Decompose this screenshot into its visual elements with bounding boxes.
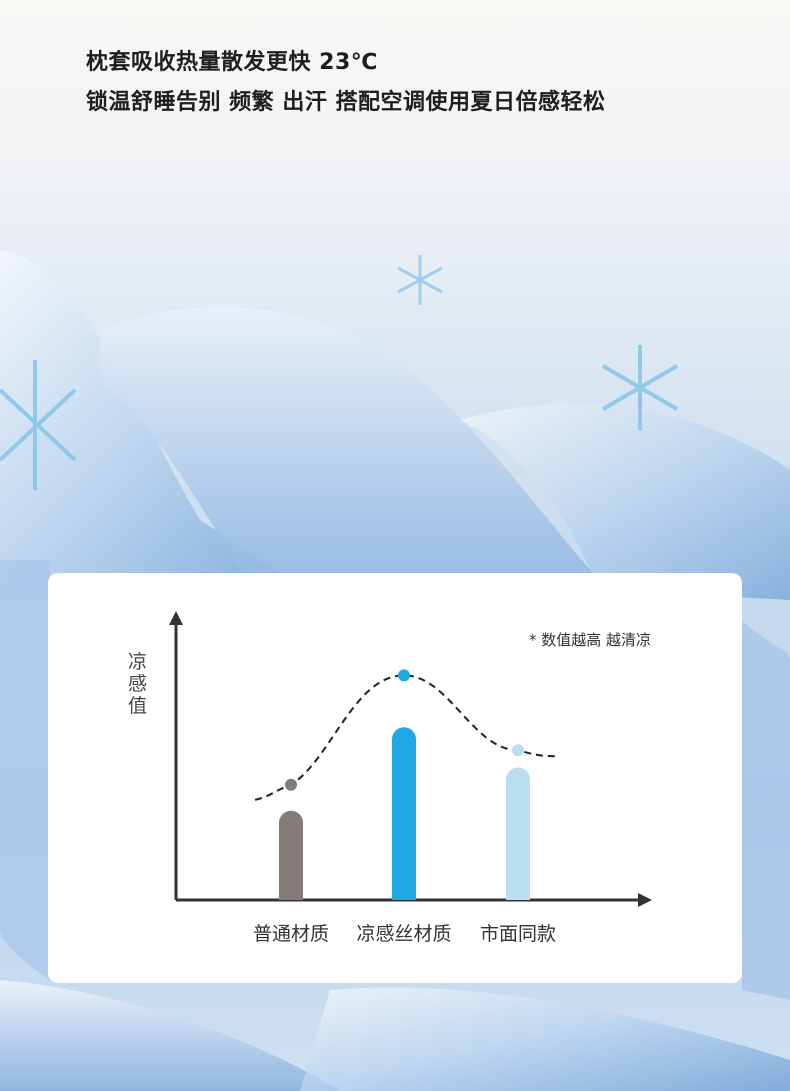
snowflake-icon [397,255,443,305]
bar [506,767,530,900]
y-axis-arrow [169,611,183,625]
trend-point [398,669,410,682]
category-label: 普通材质 [252,923,330,945]
headline-line-2: 锁温舒睡告别 频繁 出汗 搭配空调使用夏日倍感轻松 [86,90,606,115]
category-label: 市面同款 [479,923,557,945]
chart-card: * 数值越高 越清凉 凉感值 普通材质 凉感丝材质 市面同款 [48,573,742,983]
y-axis-label: 凉感值 [128,651,148,717]
trend-point [285,778,297,791]
cooling-value-chart [169,611,652,907]
snowflake-icon [601,345,679,430]
category-label: 凉感丝材质 [356,923,452,945]
headline-line-1: 枕套吸收热量散发更快 23℃ [86,50,378,75]
trend-point [512,744,524,757]
x-axis-arrow [638,893,652,907]
snowflake-icon [0,360,77,490]
bar [392,727,416,900]
bar [279,810,303,900]
chart-note: * 数值越高 越清凉 [529,631,652,649]
